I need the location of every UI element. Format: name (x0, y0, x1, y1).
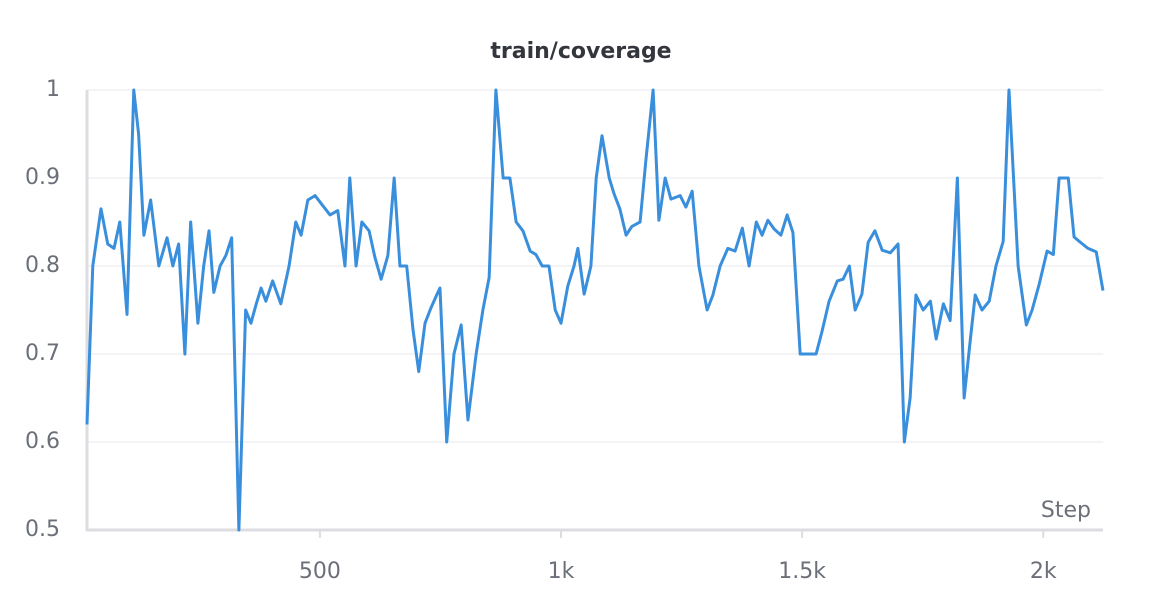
x-tick-label: 1k (548, 559, 575, 584)
y-tick-label: 1 (46, 77, 60, 102)
y-tick-label: 0.6 (25, 429, 60, 454)
x-tick-label: 2k (1030, 559, 1057, 584)
y-tick-label: 0.8 (25, 253, 60, 278)
y-tick-label: 0.7 (25, 341, 60, 366)
x-axis-label: Step (1041, 498, 1091, 523)
data-line (85, 88, 1105, 532)
x-tick-label: 1.5k (778, 559, 826, 584)
chart-title: train/coverage (490, 39, 671, 64)
x-tick-label: 500 (299, 559, 341, 584)
y-tick-label: 0.9 (25, 165, 60, 190)
y-tick-label: 0.5 (25, 517, 60, 542)
